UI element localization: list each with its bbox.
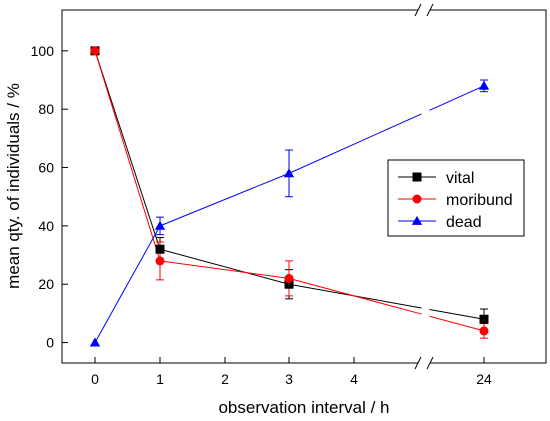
- axis-break-marks: [414, 3, 434, 370]
- x-tick-label: 24: [476, 371, 492, 387]
- x-tick-label: 1: [156, 371, 164, 387]
- legend: vital moribund dead: [387, 159, 525, 237]
- y-tick-label: 40: [38, 218, 54, 234]
- point-moribund: [155, 256, 165, 266]
- y-tick-label: 80: [38, 101, 54, 117]
- line-vital: [94, 50, 161, 250]
- point-moribund: [479, 326, 489, 336]
- legend-label-vital: vital: [446, 170, 474, 187]
- legend-label-moribund: moribund: [446, 192, 513, 209]
- point-dead: [154, 220, 166, 230]
- y-axis-title: mean qty. of individuals / %: [4, 83, 23, 289]
- legend-marker-moribund: [412, 194, 422, 204]
- y-tick-label: 100: [31, 43, 55, 59]
- legend-marker-dead: [411, 215, 423, 225]
- y-tick-label: 60: [38, 160, 54, 176]
- x-tick-label: 3: [285, 371, 293, 387]
- point-vital: [284, 279, 294, 289]
- legend-box: [387, 159, 525, 237]
- line-dead: [429, 85, 485, 111]
- line-dead: [159, 172, 290, 227]
- line-vital: [159, 248, 290, 285]
- y-tick-label: 0: [46, 335, 54, 351]
- axis-break-gap: [418, 8, 430, 12]
- line-moribund: [288, 277, 422, 315]
- x-axis-title: observation interval / h: [218, 398, 389, 417]
- point-vital: [479, 314, 489, 324]
- x-tick-label: 4: [350, 371, 358, 387]
- line-dead: [288, 113, 422, 174]
- point-vital: [155, 244, 165, 254]
- axis-break-slash: [414, 3, 422, 17]
- point-dead: [478, 80, 490, 90]
- line-moribund: [159, 260, 290, 279]
- series-markers: [89, 46, 490, 347]
- point-dead: [283, 168, 295, 178]
- plot-frame: [61, 9, 547, 364]
- point-moribund: [90, 46, 100, 56]
- line-moribund: [429, 315, 485, 332]
- point-moribund: [284, 273, 294, 283]
- legend-label-dead: dead: [446, 214, 482, 231]
- axis-break-slash: [426, 356, 434, 370]
- x-tick-label: 0: [91, 371, 99, 387]
- line-vital: [429, 308, 485, 320]
- axis-break-gap: [418, 361, 430, 365]
- series-lines: [94, 50, 485, 343]
- plot-area: 0 20 40 60 80 100 0 1 2 3 4 24: [31, 3, 547, 387]
- axis-ticks: 0 20 40 60 80 100 0 1 2 3 4 24: [31, 43, 492, 387]
- point-dead: [89, 337, 101, 347]
- axis-break-slash: [426, 3, 434, 17]
- line-moribund: [94, 50, 161, 262]
- axis-break-slash: [414, 356, 422, 370]
- legend-marker-vital: [412, 172, 422, 182]
- x-tick-label: 2: [221, 371, 229, 387]
- line-dead: [94, 225, 161, 343]
- y-tick-label: 20: [38, 276, 54, 292]
